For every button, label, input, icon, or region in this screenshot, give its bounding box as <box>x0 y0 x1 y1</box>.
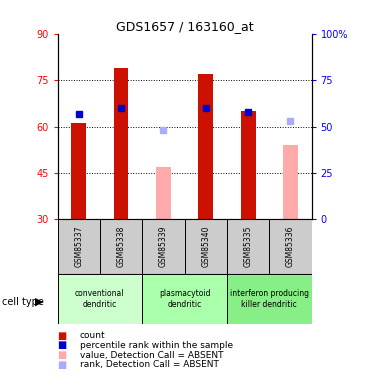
Bar <box>142 274 227 324</box>
Text: ■: ■ <box>58 340 67 350</box>
Text: GSM85339: GSM85339 <box>159 226 168 267</box>
Bar <box>58 274 142 324</box>
Text: percentile rank within the sample: percentile rank within the sample <box>80 341 233 350</box>
Bar <box>100 219 142 274</box>
Text: conventional
dendritic: conventional dendritic <box>75 290 125 309</box>
Bar <box>185 219 227 274</box>
Text: rank, Detection Call = ABSENT: rank, Detection Call = ABSENT <box>80 360 219 369</box>
Text: GSM85337: GSM85337 <box>74 226 83 267</box>
Bar <box>227 219 269 274</box>
Text: value, Detection Call = ABSENT: value, Detection Call = ABSENT <box>80 351 223 360</box>
Text: GSM85336: GSM85336 <box>286 226 295 267</box>
Text: cell type: cell type <box>2 297 44 307</box>
Text: interferon producing
killer dendritic: interferon producing killer dendritic <box>230 290 309 309</box>
Bar <box>142 219 185 274</box>
Bar <box>227 274 312 324</box>
Bar <box>269 219 312 274</box>
Bar <box>156 167 171 219</box>
Text: GSM85335: GSM85335 <box>244 226 253 267</box>
Text: ■: ■ <box>58 350 67 360</box>
Bar <box>114 68 128 219</box>
Text: count: count <box>80 331 105 340</box>
Bar <box>283 145 298 219</box>
Bar <box>241 111 256 219</box>
Title: GDS1657 / 163160_at: GDS1657 / 163160_at <box>116 20 253 33</box>
Bar <box>71 123 86 219</box>
Text: ■: ■ <box>58 360 67 370</box>
Text: ■: ■ <box>58 331 67 340</box>
Bar <box>58 219 100 274</box>
Text: plasmacytoid
dendritic: plasmacytoid dendritic <box>159 290 210 309</box>
Text: ▶: ▶ <box>35 297 43 307</box>
Bar <box>198 74 213 219</box>
Text: GSM85338: GSM85338 <box>116 226 125 267</box>
Text: GSM85340: GSM85340 <box>201 226 210 267</box>
